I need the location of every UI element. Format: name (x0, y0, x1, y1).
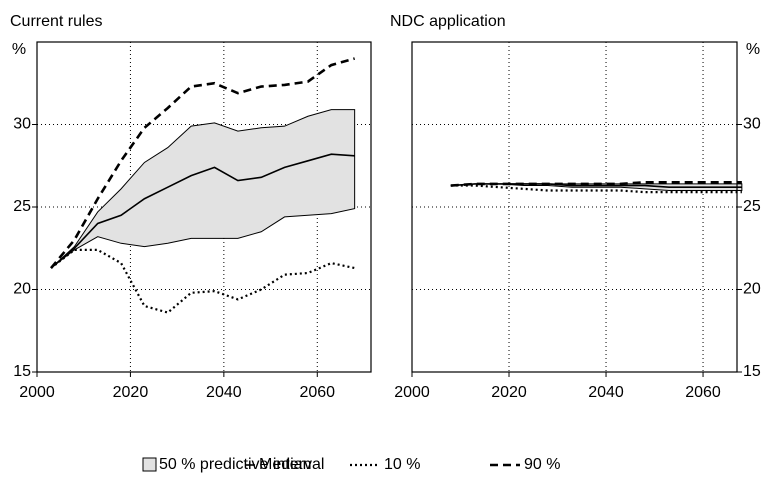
y-tick-label: 20 (743, 281, 761, 298)
x-tick-label: 2000 (394, 384, 430, 401)
series-line (50, 248, 355, 314)
plot-frame (36, 41, 372, 373)
legend-swatch (142, 457, 157, 472)
y-tick-label: 30 (743, 116, 761, 133)
series-line (450, 183, 742, 188)
y-tick-label: 15 (13, 363, 31, 380)
y-tick-label: 20 (13, 281, 31, 298)
series-line (450, 180, 742, 187)
y-tick-label: 30 (13, 116, 31, 133)
panel-title: NDC application (390, 13, 506, 30)
y-tick-label: 15 (743, 363, 761, 380)
series-line (450, 184, 742, 194)
series-line (50, 153, 355, 269)
y-tick-label: 25 (743, 198, 761, 215)
legend-label: 10 % (384, 456, 420, 473)
legend-label: 90 % (524, 456, 560, 473)
predictive-interval (50, 109, 356, 269)
x-tick-label: 2020 (113, 384, 149, 401)
x-tick-label: 2060 (685, 384, 721, 401)
y-tick-label: 25 (13, 198, 31, 215)
x-tick-label: 2060 (299, 384, 335, 401)
y-axis-label: % (12, 41, 26, 58)
plot-frame (411, 41, 738, 373)
panel-title: Current rules (10, 13, 102, 30)
x-tick-label: 2000 (19, 384, 55, 401)
x-tick-label: 2040 (588, 384, 624, 401)
x-tick-label: 2040 (206, 384, 242, 401)
y-axis-label: % (746, 41, 760, 58)
legend-label: 50 % predictive interval (159, 456, 324, 473)
series-line (50, 57, 356, 269)
legend-label: Median (259, 456, 311, 473)
x-tick-label: 2020 (491, 384, 527, 401)
